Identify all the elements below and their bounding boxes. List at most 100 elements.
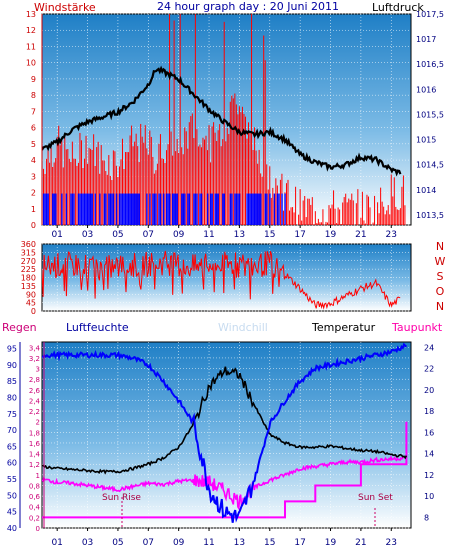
gust-bar xyxy=(99,193,101,225)
pressure-tick-label: 1016 xyxy=(416,85,436,94)
gust-bar xyxy=(194,193,197,225)
humidity-tick-label: 60 xyxy=(7,459,17,468)
wind-tick-label: 5 xyxy=(31,140,36,149)
sunset-label: Sun Set xyxy=(358,493,393,503)
x-tick-label: 11 xyxy=(203,538,214,548)
gust-bar xyxy=(132,193,134,225)
rain-tick-label: 0,2 xyxy=(29,514,40,522)
wind-tick-label: 8 xyxy=(31,91,36,100)
gust-bar xyxy=(138,193,140,225)
gust-bar xyxy=(127,193,130,225)
x-tick-label: 23 xyxy=(386,538,397,548)
temperature-tick-label: 22 xyxy=(424,365,434,374)
direction-tick-label: 0 xyxy=(31,307,36,316)
gust-bar xyxy=(53,193,55,225)
chart-title: 24 hour graph day : 20 Juni 2011 xyxy=(157,0,339,13)
gust-bar xyxy=(65,193,68,225)
gust-bar xyxy=(252,193,254,225)
gust-bar xyxy=(152,193,154,225)
temperature-tick-label: 8 xyxy=(424,513,429,522)
gust-bar xyxy=(77,193,80,225)
gust-bar xyxy=(135,193,137,225)
gust-bar xyxy=(247,193,250,225)
temperature-tick-label: 18 xyxy=(424,407,434,416)
x-tick-label: 11 xyxy=(203,230,214,240)
gust-bar xyxy=(124,193,127,225)
humidity-tick-label: 45 xyxy=(7,508,17,517)
gust-bar xyxy=(47,193,49,225)
pressure-tick-label: 1017 xyxy=(416,35,436,44)
gust-bar xyxy=(211,193,213,225)
gust-bar xyxy=(44,193,46,225)
direction-tick-label: 90 xyxy=(26,290,36,299)
direction-tick-label: 45 xyxy=(26,299,36,308)
rain-tick-label: 3 xyxy=(36,366,40,374)
gust-bar xyxy=(209,193,212,225)
rain-tick-label: 1,6 xyxy=(29,440,41,448)
rain-tick-label: 1 xyxy=(36,472,40,480)
gust-bar xyxy=(171,193,174,225)
wind-axis-title: Windstärke xyxy=(34,1,96,14)
gust-bar xyxy=(89,193,92,225)
gust-bar xyxy=(111,193,113,225)
sunrise-label: Sun Rise xyxy=(102,493,141,503)
gust-bar xyxy=(155,193,157,225)
gust-bar xyxy=(168,193,171,225)
x-tick-label: 15 xyxy=(264,538,275,548)
x-tick-label: 13 xyxy=(234,538,245,548)
gust-bar xyxy=(253,193,256,225)
direction-tick-label: 225 xyxy=(21,265,36,274)
gust-bar xyxy=(250,193,253,225)
x-tick-label: 09 xyxy=(173,230,185,240)
temperature-tick-label: 24 xyxy=(424,343,434,352)
gust-bar xyxy=(187,193,189,225)
rain-tick-label: 2,2 xyxy=(29,408,40,416)
gust-bar xyxy=(165,193,168,225)
x-tick-label: 17 xyxy=(294,230,305,240)
gust-bar xyxy=(162,193,165,225)
gust-bar xyxy=(200,193,203,225)
gust-bar xyxy=(258,193,260,225)
x-tick-label: 15 xyxy=(264,230,275,240)
gust-bar xyxy=(193,193,195,225)
gust-bar xyxy=(103,193,106,225)
gust-bar xyxy=(199,193,201,225)
humidity-tick-label: 85 xyxy=(7,377,17,386)
rain-tick-label: 0,8 xyxy=(29,482,40,490)
direction-tick-label: 270 xyxy=(21,257,36,266)
gust-bar xyxy=(196,193,198,225)
x-tick-label: 05 xyxy=(112,538,123,548)
gust-bar xyxy=(237,193,239,225)
gust-bar xyxy=(70,193,72,225)
direction-plot-area xyxy=(41,243,412,312)
axis-ticks: 0101030305050707090911111313151517171919… xyxy=(7,10,444,548)
rain-tick-label: 1,2 xyxy=(29,461,40,469)
gust-bar xyxy=(173,193,175,225)
rain-series-line xyxy=(42,421,408,519)
gust-bar xyxy=(266,193,268,225)
gust-bar xyxy=(126,193,128,225)
legend-temperature: Temperatur xyxy=(311,321,376,334)
gust-bar xyxy=(276,193,279,225)
pressure-tick-label: 1017,5 xyxy=(416,10,444,19)
rain-tick-label: 3,4 xyxy=(29,344,41,352)
wind-tick-label: 12 xyxy=(26,26,36,35)
gust-bar xyxy=(105,193,107,225)
dewpoint-series-line xyxy=(42,454,407,511)
pressure-tick-label: 1016,5 xyxy=(416,60,444,69)
humidity-tick-label: 65 xyxy=(7,442,17,451)
x-tick-label: 07 xyxy=(143,538,154,548)
gust-bar xyxy=(137,193,139,225)
gust-bar xyxy=(181,193,183,225)
direction-tick-label: 315 xyxy=(21,248,36,257)
legend-humidity: Luftfeuchte xyxy=(66,321,129,334)
gust-bar xyxy=(94,193,96,225)
gust-bar xyxy=(71,193,74,225)
pressure-tick-label: 1014,5 xyxy=(416,161,444,170)
pressure-series-line xyxy=(42,65,402,177)
humidity-tick-label: 80 xyxy=(7,393,17,402)
gust-bar xyxy=(216,193,218,225)
gust-bar xyxy=(264,193,267,225)
